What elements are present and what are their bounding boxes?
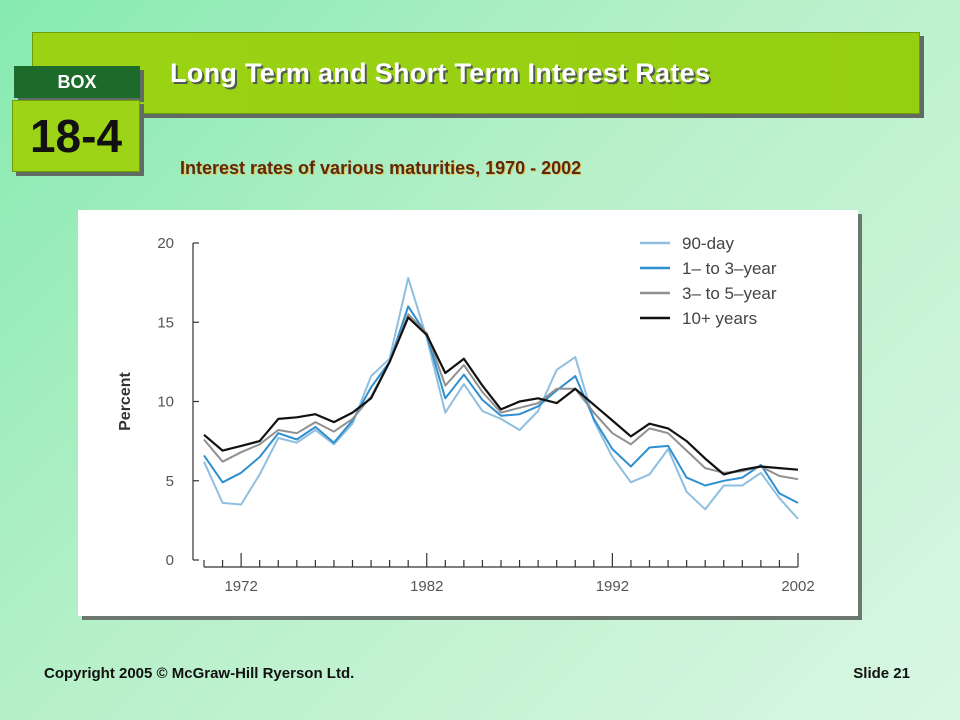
legend-label: 1– to 3–year	[682, 259, 777, 278]
box-number: 18-4	[12, 100, 140, 172]
y-tick-label: 10	[157, 394, 174, 411]
slide-title: Long Term and Short Term Interest Rates	[170, 58, 711, 88]
legend-label: 10+ years	[682, 309, 757, 328]
y-axis-label: Percent	[117, 371, 134, 430]
legend-label: 90-day	[682, 234, 734, 253]
chart-panel: 0 5 10 15 20 Percent 1972 1982 1992 2002 90-day 1–…	[78, 210, 858, 616]
x-tick-label: 1972	[224, 578, 257, 595]
y-tick-label: 15	[157, 314, 174, 331]
series-line	[203, 316, 799, 476]
y-tick-label: 0	[166, 552, 174, 569]
chart-lines	[203, 276, 799, 520]
chart-subtitle: Interest rates of various maturities, 19…	[180, 158, 582, 178]
y-tick-label: 5	[166, 473, 174, 490]
series-line	[203, 313, 799, 481]
slide-number: Slide 21	[853, 665, 910, 682]
legend-label: 3– to 5–year	[682, 284, 777, 303]
chart-axes: 0 5 10 15 20 Percent 1972 1982 1992 2002	[117, 235, 815, 595]
x-tick-label: 1982	[410, 578, 443, 595]
box-label: BOX	[14, 66, 140, 98]
series-line	[203, 305, 799, 504]
chart-legend: 90-day 1– to 3–year 3– to 5–year 10+ years	[640, 234, 777, 328]
x-tick-label: 1992	[596, 578, 629, 595]
copyright-text: Copyright 2005 © McGraw-Hill Ryerson Ltd…	[44, 665, 355, 682]
y-tick-label: 20	[157, 235, 174, 252]
interest-rate-chart: 0 5 10 15 20 Percent 1972 1982 1992 2002 90-day 1–…	[117, 234, 815, 595]
title-bar	[32, 32, 920, 114]
series-line	[203, 276, 799, 520]
x-tick-label: 2002	[781, 578, 814, 595]
